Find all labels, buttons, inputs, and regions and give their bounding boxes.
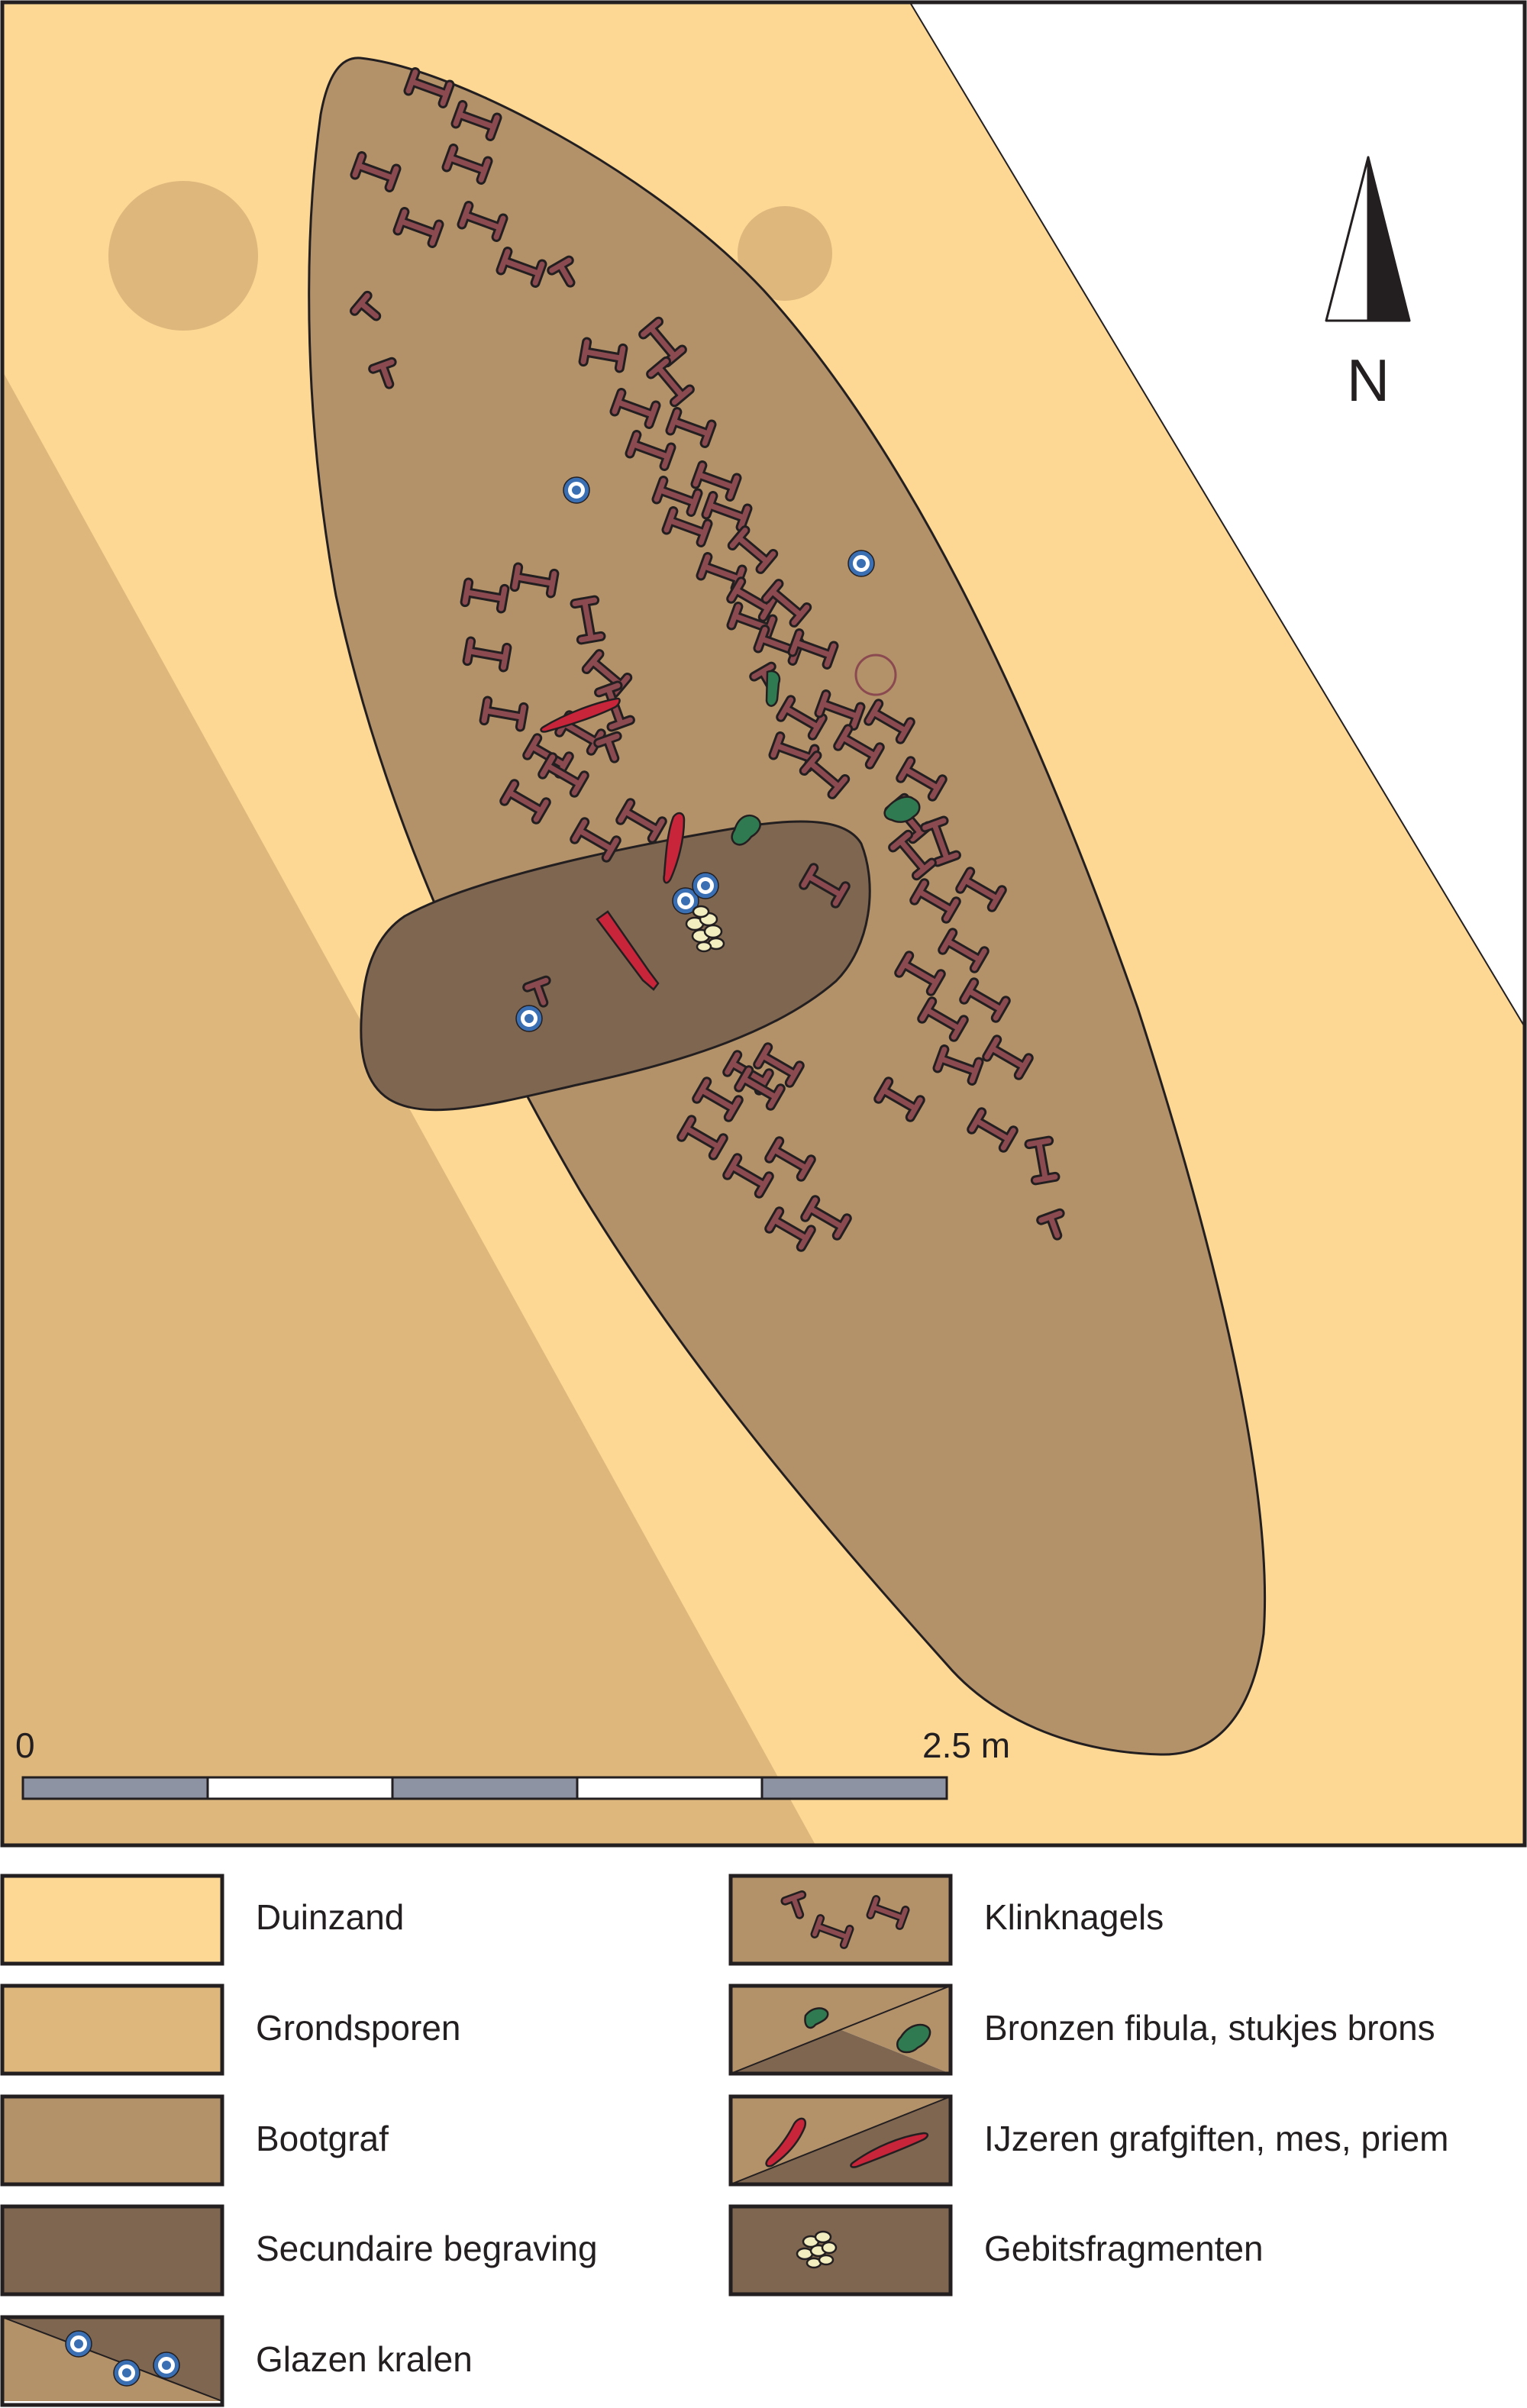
grondsporen-band	[3, 372, 815, 1845]
legend-label-secundaire: Secundaire begraving	[256, 2229, 598, 2268]
legend-label-kralen: Glazen kralen	[256, 2339, 473, 2379]
swatch-ijzer	[728, 2094, 953, 2187]
legend-label-grondsporen: Grondsporen	[256, 2008, 461, 2048]
legend-item-kralen: Glazen kralen	[0, 2315, 473, 2407]
legend-label-brons: Bronzen fibula, stukjes brons	[984, 2008, 1435, 2048]
legend-label-klinknagels: Klinknagels	[984, 1897, 1164, 1937]
bronze-fibula-2	[883, 796, 921, 823]
legend-label-ijzer: IJzeren grafgiften, mes, priem	[984, 2119, 1448, 2158]
glazen-kraal-5	[516, 1005, 542, 1031]
swatch-brons	[728, 1984, 953, 2076]
legend-item-gebit: Gebitsfragmenten	[728, 2204, 1264, 2297]
map-frame	[0, 0, 1527, 1848]
legend-item-grondsporen: Grondsporen	[0, 1984, 461, 2076]
glazen-kraal-2	[848, 550, 874, 576]
legend-label-bootgraf: Bootgraf	[256, 2119, 389, 2158]
legend-item-ijzer: IJzeren grafgiften, mes, priem	[728, 2094, 1448, 2187]
dune-edge	[909, 3, 1524, 1028]
iron-blade	[596, 910, 660, 991]
legend-item-duinzand: Duinzand	[0, 1874, 404, 1966]
swatch-gebit	[728, 2204, 953, 2297]
swatch-secundaire	[0, 2204, 224, 2297]
legend-item-secundaire: Secundaire begraving	[0, 2204, 598, 2297]
gebitsfragmenten	[685, 905, 725, 953]
scale-end-label: 2.5 m	[922, 1725, 1010, 1765]
swatch-grondsporen	[0, 1984, 224, 2076]
legend-item-klinknagels: Klinknagels	[728, 1874, 1164, 1966]
legend-item-bootgraf: Bootgraf	[0, 2094, 389, 2187]
bronze-fibula-1	[731, 814, 761, 846]
scale-start-label: 0	[15, 1725, 35, 1765]
ring-feature	[854, 654, 897, 696]
grondspoor-pit-large	[108, 181, 258, 331]
grondspoor-pit-small	[738, 206, 832, 301]
legend-item-brons: Bronzen fibula, stukjes brons	[728, 1984, 1435, 2076]
legend-label-duinzand: Duinzand	[256, 1897, 404, 1937]
iron-knife	[540, 697, 621, 733]
north-label: N	[1347, 347, 1390, 414]
swatch-klinknagels	[728, 1874, 953, 1966]
legend-label-gebit: Gebitsfragmenten	[984, 2229, 1264, 2268]
swatch-kralen	[0, 2315, 224, 2407]
map-panel: N 0 2.5 m	[3, 3, 1524, 1845]
bronze-fragment-1	[765, 670, 781, 707]
glazen-kraal-1	[563, 477, 589, 503]
scale-bar: 0 2.5 m	[15, 1725, 1010, 1800]
north-arrow: N	[1325, 156, 1411, 414]
swatch-duinzand	[0, 1874, 224, 1966]
glazen-kraal-4	[692, 873, 718, 899]
swatch-bootgraf	[0, 2094, 224, 2187]
iron-awl-1	[663, 812, 686, 884]
secundaire-begraving	[360, 820, 871, 1112]
legend: Duinzand Grondsporen Bootgraf Secundaire…	[0, 1874, 1448, 2407]
